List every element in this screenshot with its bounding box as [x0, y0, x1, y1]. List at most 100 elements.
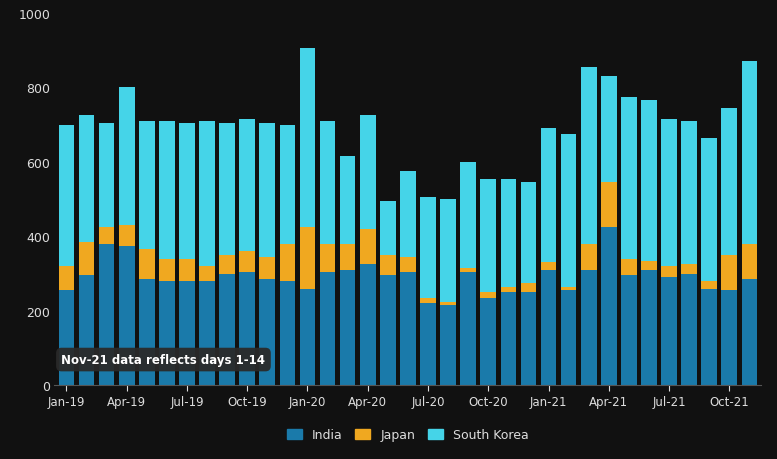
Bar	[581, 244, 597, 270]
Bar	[661, 120, 677, 267]
Bar	[460, 162, 476, 269]
Bar	[722, 109, 737, 255]
Bar	[139, 280, 155, 386]
Bar	[702, 281, 717, 289]
Bar	[441, 302, 456, 306]
Bar	[621, 259, 636, 276]
Bar	[722, 255, 737, 291]
Bar	[340, 157, 356, 244]
Bar	[521, 293, 536, 386]
Bar	[541, 270, 556, 386]
Bar	[741, 244, 758, 280]
Bar	[500, 179, 516, 287]
Bar	[260, 280, 275, 386]
Bar	[360, 116, 375, 230]
Bar	[239, 252, 255, 272]
Bar	[179, 259, 195, 281]
Bar	[541, 129, 556, 263]
Bar	[300, 289, 315, 386]
Bar	[280, 281, 295, 386]
Bar	[480, 298, 496, 386]
Bar	[441, 306, 456, 386]
Bar	[159, 259, 175, 281]
Bar	[641, 270, 657, 386]
Bar	[400, 272, 416, 386]
Bar	[541, 263, 556, 270]
Bar	[380, 276, 395, 386]
Bar	[139, 122, 155, 250]
Bar	[119, 226, 134, 246]
Bar	[601, 228, 617, 386]
Bar	[340, 270, 356, 386]
Bar	[58, 291, 75, 386]
Bar	[400, 257, 416, 272]
Bar	[681, 265, 697, 274]
Bar	[702, 138, 717, 281]
Bar	[500, 287, 516, 293]
Bar	[239, 120, 255, 252]
Bar	[280, 244, 295, 281]
Bar	[480, 293, 496, 298]
Bar	[441, 200, 456, 302]
Bar	[78, 242, 94, 276]
Bar	[280, 125, 295, 244]
Bar	[199, 122, 215, 267]
Bar	[78, 116, 94, 242]
Bar	[320, 122, 336, 244]
Bar	[260, 257, 275, 280]
Bar	[360, 265, 375, 386]
Bar	[58, 267, 75, 291]
Bar	[621, 97, 636, 259]
Bar	[741, 62, 758, 244]
Bar	[561, 291, 577, 386]
Bar	[219, 123, 235, 255]
Bar	[601, 183, 617, 228]
Bar	[460, 269, 476, 272]
Bar	[99, 228, 114, 244]
Bar	[621, 276, 636, 386]
Bar	[722, 291, 737, 386]
Bar	[702, 289, 717, 386]
Bar	[681, 274, 697, 386]
Bar	[500, 293, 516, 386]
Bar	[380, 202, 395, 255]
Bar	[561, 287, 577, 291]
Bar	[320, 244, 336, 272]
Bar	[219, 255, 235, 274]
Bar	[400, 172, 416, 257]
Bar	[159, 122, 175, 259]
Bar	[581, 270, 597, 386]
Bar	[561, 134, 577, 287]
Bar	[661, 267, 677, 278]
Bar	[641, 261, 657, 270]
Text: Nov-21 data reflects days 1-14: Nov-21 data reflects days 1-14	[61, 353, 266, 366]
Bar	[460, 272, 476, 386]
Bar	[380, 255, 395, 276]
Bar	[420, 198, 436, 298]
Bar	[260, 123, 275, 257]
Bar	[681, 122, 697, 265]
Bar	[78, 276, 94, 386]
Bar	[521, 183, 536, 283]
Bar	[219, 274, 235, 386]
Bar	[581, 67, 597, 244]
Bar	[480, 179, 496, 293]
Bar	[601, 77, 617, 183]
Bar	[139, 250, 155, 280]
Bar	[179, 281, 195, 386]
Bar	[119, 88, 134, 226]
Bar	[300, 49, 315, 228]
Bar	[420, 304, 436, 386]
Bar	[119, 246, 134, 386]
Bar	[199, 281, 215, 386]
Bar	[340, 244, 356, 270]
Bar	[320, 272, 336, 386]
Bar	[239, 272, 255, 386]
Bar	[420, 298, 436, 304]
Bar	[99, 123, 114, 228]
Bar	[179, 123, 195, 259]
Bar	[159, 281, 175, 386]
Legend: India, Japan, South Korea: India, Japan, South Korea	[282, 423, 534, 446]
Bar	[360, 230, 375, 265]
Bar	[741, 280, 758, 386]
